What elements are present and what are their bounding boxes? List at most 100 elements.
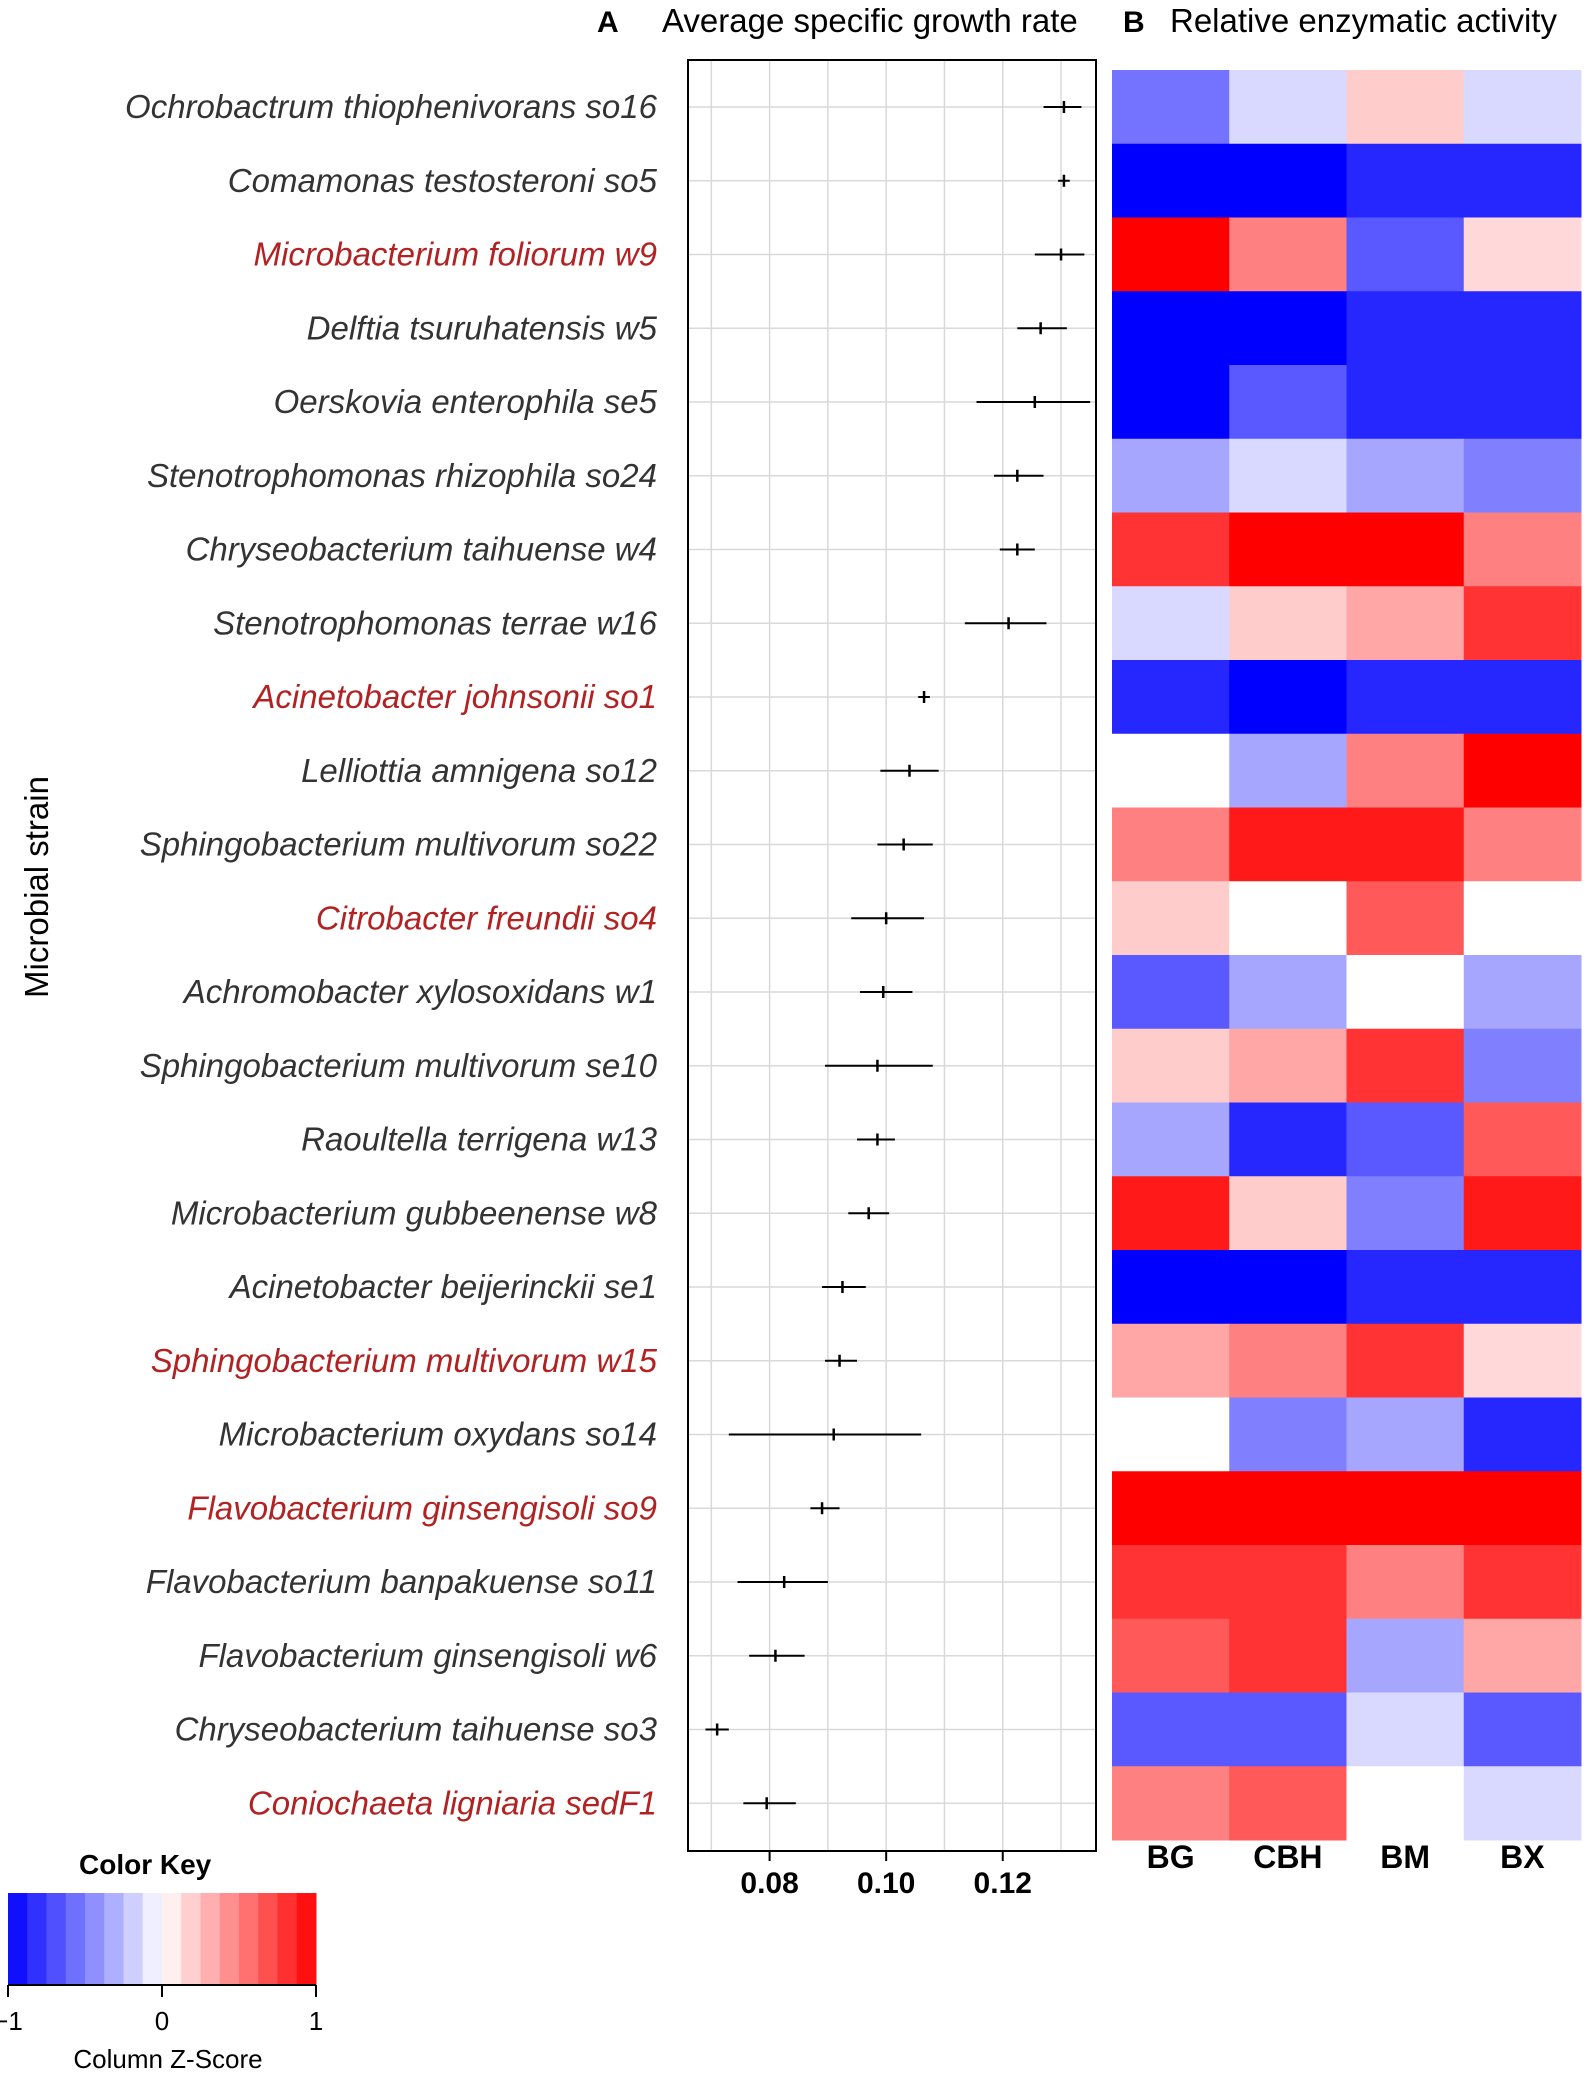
color-key-bar (8, 1893, 317, 1986)
color-key-tick-label: −1 (0, 2006, 23, 2036)
heatmap-cell (1346, 1176, 1465, 1251)
color-key-segment (296, 1893, 317, 1985)
color-key-segment (27, 1893, 47, 1985)
heatmap-cell (1112, 438, 1230, 513)
y-axis-label: Microbial strain (18, 776, 55, 998)
x-tick-label: 0.10 (857, 1867, 915, 1900)
color-key-segment (162, 1893, 182, 1985)
heatmap-cell (1229, 512, 1347, 587)
strain-label: Oerskovia enterophila se5 (274, 383, 658, 420)
heatmap-cell (1463, 512, 1582, 587)
heatmap-cell (1463, 70, 1582, 145)
heatmap-cell (1112, 1102, 1230, 1177)
strain-label: Stenotrophomonas terrae w16 (213, 604, 658, 641)
growth-point (1017, 322, 1067, 335)
heatmap-cell (1229, 291, 1347, 366)
heatmap-cell (1463, 438, 1582, 513)
growth-point (880, 764, 939, 777)
heatmap-cell (1112, 143, 1230, 218)
heatmap-cell (1112, 881, 1230, 956)
heatmap-cell (1346, 1397, 1465, 1472)
heatmap-cell (1346, 438, 1465, 513)
strain-labels: Ochrobactrum thiophenivorans so16 Comamon… (125, 88, 658, 1821)
heatmap-cell (1229, 660, 1347, 735)
growth-point (857, 1133, 895, 1146)
heatmap-cell (1229, 1471, 1347, 1546)
strain-label: Ochrobactrum thiophenivorans so16 (125, 88, 658, 125)
color-key-segment (219, 1893, 240, 1985)
heatmap-cell (1112, 733, 1230, 808)
growth-point (737, 1576, 828, 1588)
enzyme-heatmap (1112, 70, 1582, 1841)
growth-point (705, 1723, 729, 1736)
heatmap-cell (1229, 1545, 1347, 1620)
heatmap-cell (1112, 70, 1230, 145)
strain-label: Citrobacter freundii so4 (316, 899, 657, 936)
strain-label: Microbacterium foliorum w9 (254, 236, 657, 273)
heatmap-cell (1112, 1471, 1230, 1546)
heatmap-cell (1463, 1102, 1582, 1177)
heatmap-cell (1112, 1545, 1230, 1620)
heatmap-cell (1346, 1028, 1465, 1103)
color-key-tick-label: 0 (155, 2006, 169, 2036)
color-key-segment (123, 1893, 144, 1985)
panel-b-title: Relative enzymatic activity (1170, 2, 1557, 39)
heatmap-cell (1346, 586, 1465, 661)
heatmap-column-label: BG (1147, 1839, 1195, 1875)
heatmap-cell (1463, 1545, 1582, 1620)
strain-label: Sphingobacterium multivorum se10 (140, 1047, 658, 1084)
heatmap-cell (1463, 660, 1582, 735)
color-key-segment (277, 1893, 298, 1985)
growth-point (810, 1502, 840, 1515)
color-key-segment (85, 1893, 105, 1985)
heatmap-cell (1346, 1692, 1465, 1767)
heatmap-cell (1229, 1323, 1347, 1398)
heatmap-cell (1229, 1692, 1347, 1767)
growth-point (749, 1649, 805, 1662)
heatmap-cell (1463, 291, 1582, 366)
strain-label: Stenotrophomonas rhizophila so24 (147, 457, 657, 494)
heatmap-cell (1463, 733, 1582, 808)
heatmap-cell (1346, 881, 1465, 956)
heatmap-cell (1346, 1250, 1465, 1325)
growth-point (743, 1797, 796, 1810)
heatmap-cell (1229, 807, 1347, 882)
heatmap-cell (1229, 438, 1347, 513)
heatmap-cell (1346, 291, 1465, 366)
strain-label: Flavobacterium ginsengisoli so9 (187, 1489, 657, 1526)
heatmap-cell (1112, 1323, 1230, 1398)
panel-b-label: B (1123, 6, 1145, 39)
strain-label: Coniochaeta ligniaria sedF1 (248, 1784, 657, 1821)
strain-label: Flavobacterium banpakuense so11 (146, 1563, 657, 1600)
strain-label: Flavobacterium ginsengisoli w6 (198, 1637, 657, 1674)
strain-label: Chryseobacterium taihuense so3 (175, 1711, 658, 1748)
strain-label: Microbacterium oxydans so14 (219, 1416, 657, 1453)
heatmap-cell (1463, 1618, 1582, 1693)
heatmap-cell (1229, 217, 1347, 292)
heatmap-cell (1112, 217, 1230, 292)
heatmap-cell (1112, 1176, 1230, 1251)
growth-point (1058, 174, 1070, 187)
growth-point (851, 912, 925, 925)
heatmap-cell (1346, 217, 1465, 292)
heatmap-cell (1463, 1471, 1582, 1546)
heatmap-cell (1463, 955, 1582, 1030)
heatmap-cell (1346, 807, 1465, 882)
heatmap-cell (1463, 807, 1582, 882)
strain-label: Acinetobacter beijerinckii se1 (228, 1268, 657, 1305)
heatmap-cell (1346, 733, 1465, 808)
growth-point (824, 1354, 858, 1367)
heatmap-cell (1463, 586, 1582, 661)
growth-point (877, 838, 933, 851)
heatmap-cell (1346, 1471, 1465, 1546)
growth-point (1034, 248, 1085, 261)
x-axis-ticks: 0.08 0.10 0.12 (740, 1851, 1032, 1900)
heatmap-cell (1112, 1618, 1230, 1693)
growth-point (848, 1207, 890, 1220)
heatmap-cell (1463, 1028, 1582, 1103)
color-key-segment (200, 1893, 221, 1985)
growth-point (1043, 101, 1082, 113)
heatmap-cell (1229, 365, 1347, 440)
heatmap-cell (1112, 660, 1230, 735)
heatmap-cell (1112, 512, 1230, 587)
